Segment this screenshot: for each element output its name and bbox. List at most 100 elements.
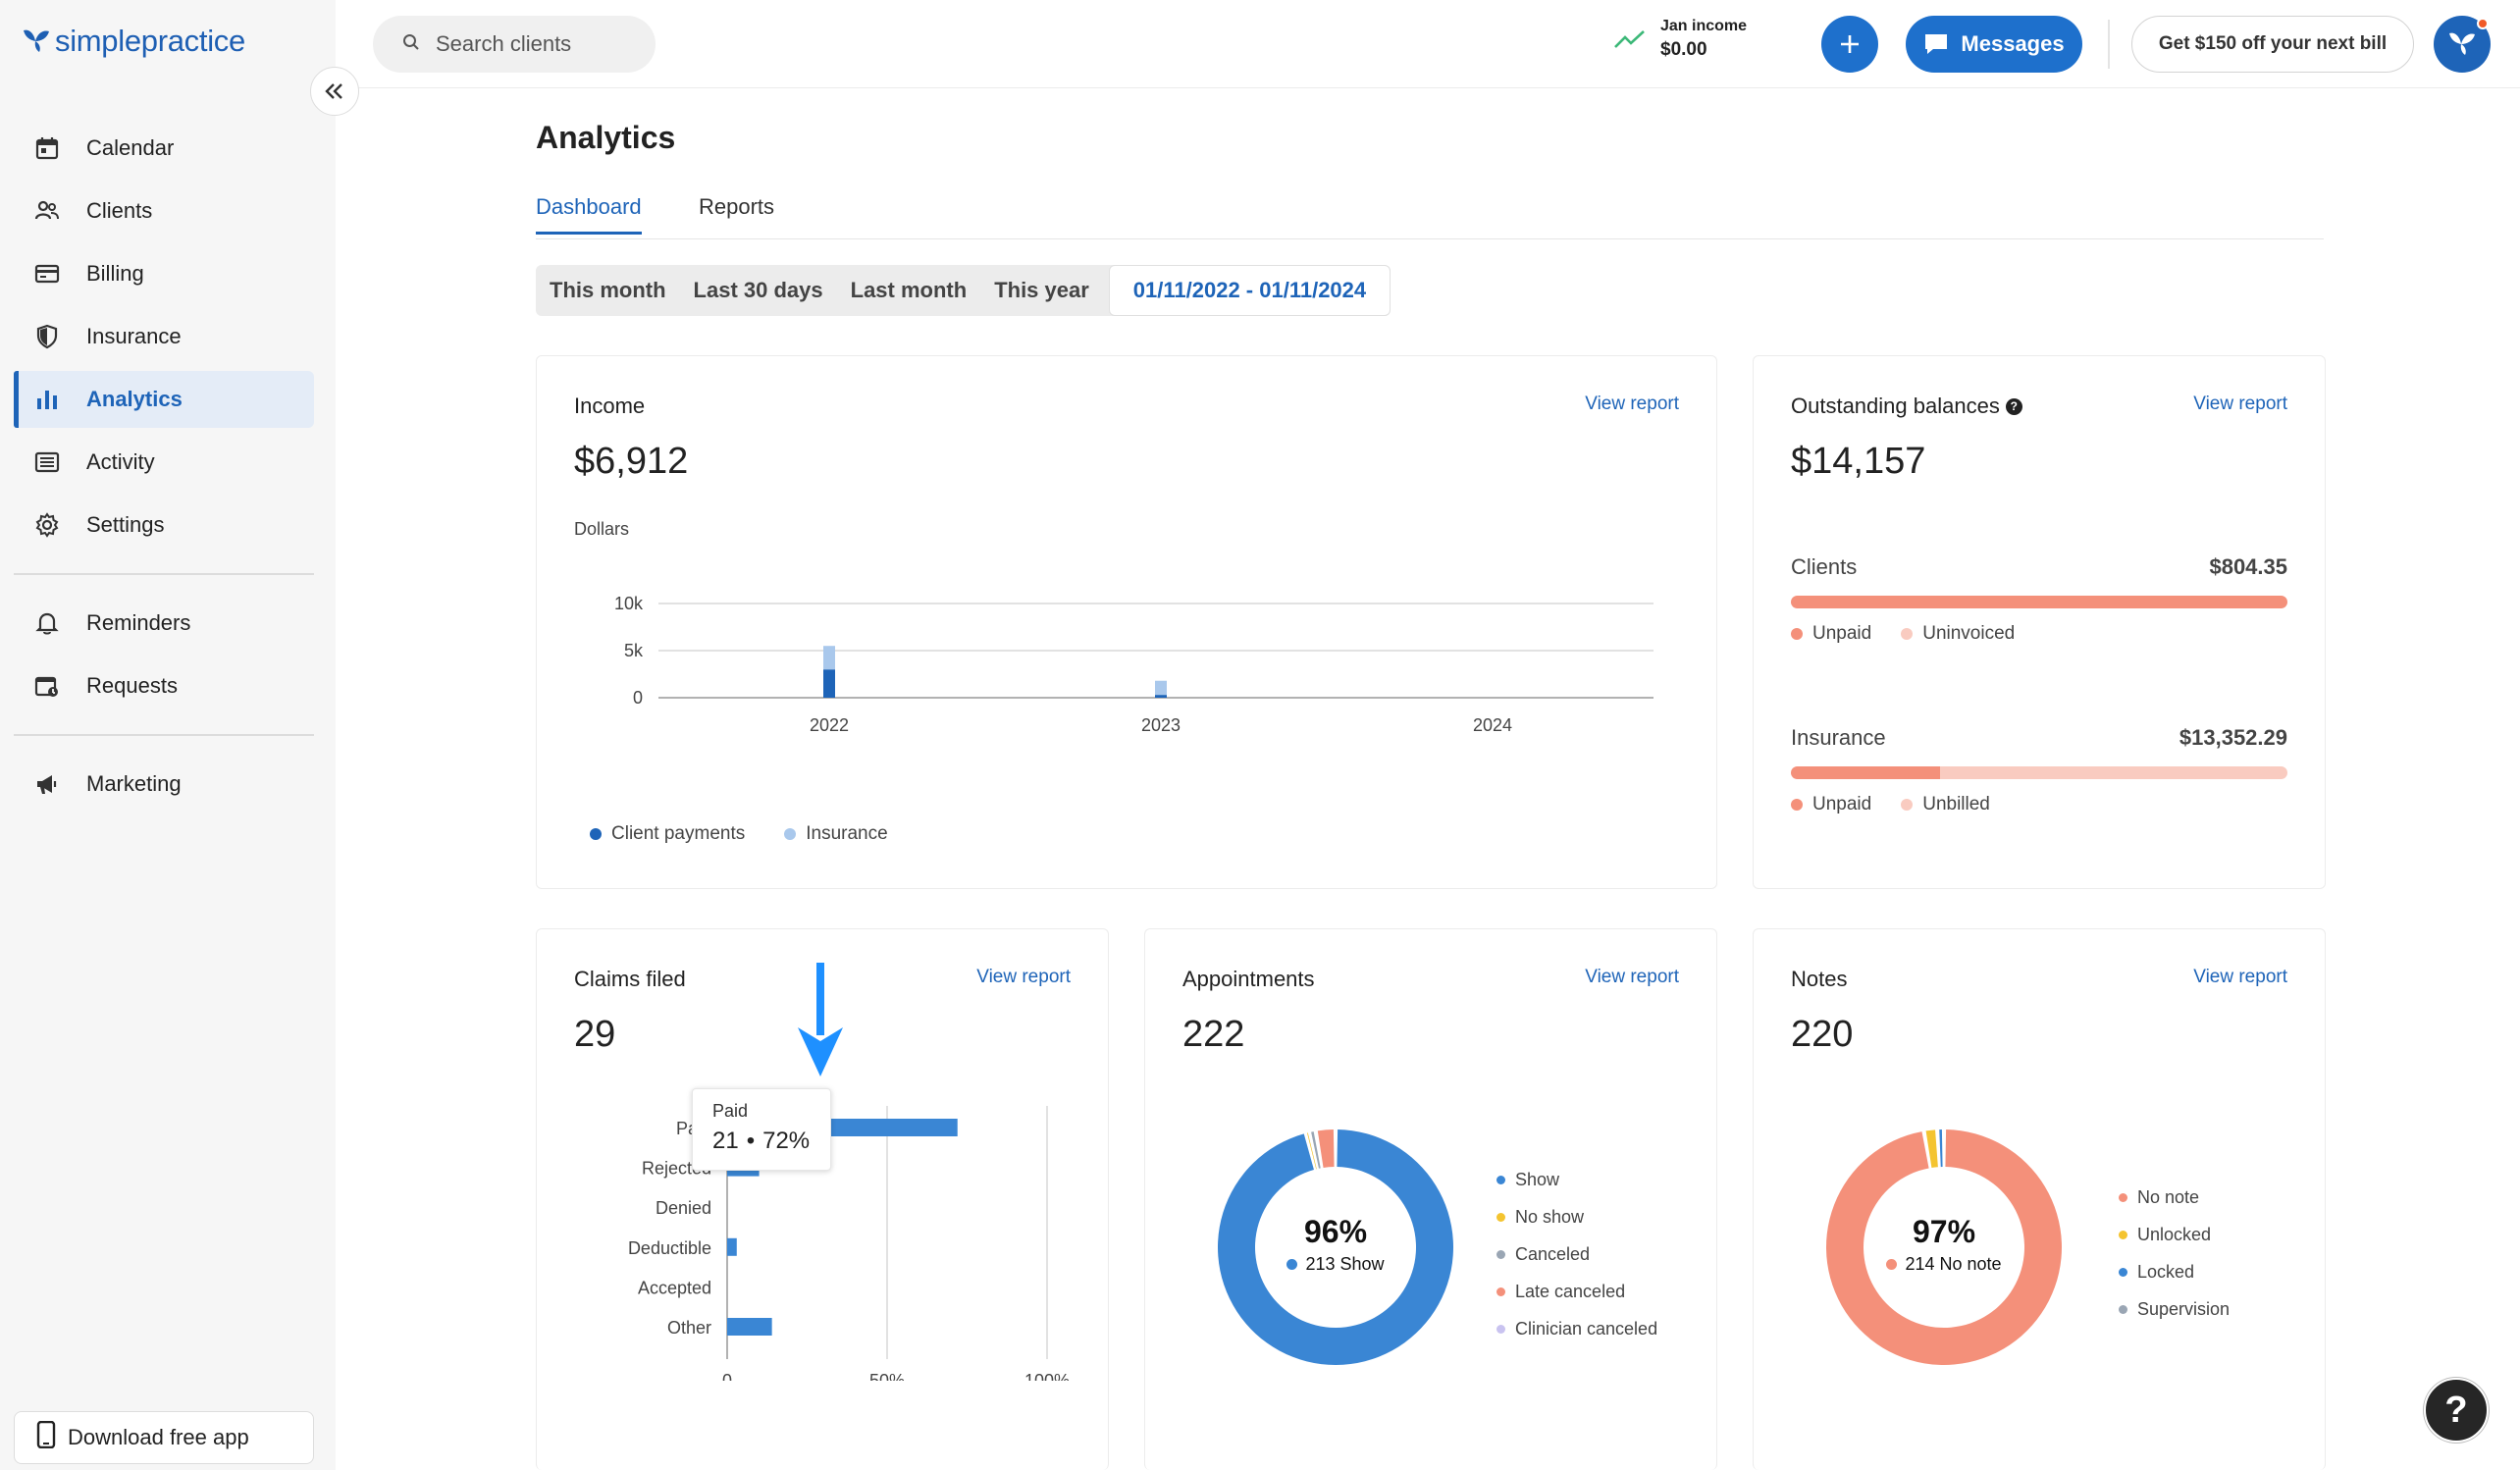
brand-logo[interactable]: simplepractice	[20, 24, 245, 59]
help-button[interactable]: ?	[2424, 1378, 2489, 1443]
x-tick-label: 50%	[869, 1371, 905, 1381]
sidebar-item-calendar[interactable]: Calendar	[14, 120, 314, 177]
income-card: Income View report $6,912 Dollars 0 5k 10k…	[536, 355, 1717, 889]
search-placeholder: Search clients	[436, 31, 572, 56]
y-tick-label: 10k	[614, 594, 644, 613]
arrow-down-icon	[798, 963, 843, 1076]
legend-dot	[1901, 628, 1914, 640]
donut-center: 97% 214 No note	[1816, 1214, 2072, 1275]
search-input[interactable]: Search clients	[373, 16, 656, 73]
income-chart: 0 5k 10k 2022 2023 2024	[614, 594, 1654, 735]
legend-item: No note	[2119, 1179, 2230, 1216]
messages-button[interactable]: Messages	[1906, 16, 2082, 73]
card-value: 222	[1182, 1014, 1245, 1055]
legend-dot	[1791, 799, 1803, 811]
sidebar-item-label: Insurance	[86, 324, 182, 348]
help-icon[interactable]: ?	[2005, 397, 2022, 415]
tab-dashboard[interactable]: Dashboard	[536, 194, 642, 235]
y-category-label: Accepted	[638, 1278, 711, 1297]
legend-dot	[1496, 1286, 1505, 1296]
sidebar-item-settings[interactable]: Settings	[14, 497, 314, 553]
bar	[727, 1237, 737, 1256]
card-title: Outstanding balances	[1791, 394, 2000, 418]
tab-reports[interactable]: Reports	[699, 194, 775, 219]
view-report-link[interactable]: View report	[1585, 967, 1679, 987]
date-option-this-month[interactable]: This month	[550, 278, 666, 302]
donut-center-percent: 96%	[1303, 1214, 1368, 1249]
legend-label: Unpaid	[1812, 623, 1872, 644]
sidebar-item-clients[interactable]: Clients	[14, 183, 314, 239]
legend-label: Unpaid	[1812, 794, 1872, 814]
appointments-legend: Show No show Canceled Late canceled Clin…	[1496, 1161, 1657, 1347]
legend-item: Late canceled	[1496, 1273, 1657, 1310]
bell-icon	[33, 609, 61, 637]
promo-button[interactable]: Get $150 off your next bill	[2131, 16, 2414, 73]
add-button[interactable]	[1821, 16, 1878, 73]
x-tick-label: 2023	[1141, 715, 1181, 735]
donut-center-label: 214 No note	[1905, 1254, 2002, 1274]
butterfly-avatar-icon	[2449, 32, 2475, 55]
avatar[interactable]	[2434, 16, 2491, 73]
view-report-link[interactable]: View report	[976, 967, 1071, 987]
sidebar-item-marketing[interactable]: Marketing	[14, 756, 314, 813]
bar-segment	[1155, 695, 1167, 698]
butterfly-logo-icon	[24, 29, 49, 52]
income-legend: Client payments Insurance	[590, 823, 888, 845]
sidebar-nav: Calendar Clients Billing Insurance Analy…	[14, 120, 314, 818]
sidebar-item-analytics[interactable]: Analytics	[14, 371, 314, 428]
x-tick-label: 2024	[1473, 715, 1512, 735]
sidebar-item-label: Analytics	[86, 387, 183, 411]
question-mark-icon: ?	[2444, 1389, 2468, 1431]
nav-divider	[14, 734, 314, 736]
sidebar-item-activity[interactable]: Activity	[14, 434, 314, 491]
insurance-balance-bar	[1791, 766, 2287, 779]
legend-dot	[1496, 1324, 1505, 1334]
x-tick-label: 100%	[1024, 1371, 1070, 1381]
donut-slice	[1218, 1129, 1453, 1365]
date-range-selected[interactable]: 01/11/2022 - 01/11/2024	[1108, 265, 1391, 316]
legend-dot	[784, 828, 797, 840]
legend-item: Unlocked	[2119, 1216, 2230, 1253]
sidebar-item-reminders[interactable]: Reminders	[14, 595, 314, 652]
clients-balance-value: $804.35	[2209, 554, 2287, 579]
view-report-link[interactable]: View report	[1585, 394, 1679, 414]
donut-slice	[1311, 1131, 1321, 1169]
view-report-link[interactable]: View report	[2193, 394, 2287, 414]
requests-icon	[33, 672, 61, 700]
download-app-label: Download free app	[68, 1425, 249, 1449]
date-option-this-year[interactable]: This year	[994, 278, 1089, 302]
search-icon	[402, 31, 420, 57]
card-title: Notes	[1791, 967, 1848, 991]
bar-segment	[1155, 680, 1167, 696]
donut-slice	[1307, 1132, 1317, 1170]
legend-dot	[1886, 1259, 1898, 1270]
donut-center-percent: 97%	[1912, 1214, 1976, 1249]
y-tick-label: 5k	[624, 641, 644, 660]
legend-dot	[2119, 1267, 2127, 1277]
sidebar-item-requests[interactable]: Requests	[14, 657, 314, 714]
sidebar-item-label: Activity	[86, 449, 155, 474]
y-axis-label: Dollars	[574, 519, 630, 539]
legend-label: Canceled	[1515, 1243, 1591, 1264]
sidebar-item-billing[interactable]: Billing	[14, 245, 314, 302]
income-summary[interactable]: Jan income $0.00	[1613, 18, 1747, 61]
legend-label: No note	[2137, 1186, 2200, 1207]
sidebar: simplepractice Calendar Clients Billing …	[0, 0, 336, 1470]
bar	[727, 1318, 772, 1336]
donut-slice	[1317, 1129, 1335, 1168]
date-range-filter: This month Last 30 days Last month This …	[536, 265, 1391, 316]
donut-center-caption: 213 Show	[1208, 1254, 1463, 1275]
collapse-sidebar-button[interactable]	[310, 67, 359, 116]
view-report-link[interactable]: View report	[2193, 967, 2287, 987]
legend-dot	[2119, 1304, 2127, 1314]
page-title: Analytics	[536, 120, 676, 155]
date-option-last-month[interactable]: Last month	[850, 278, 968, 302]
download-app-button[interactable]: Download free app	[14, 1411, 314, 1464]
card-value: 29	[574, 1014, 616, 1055]
y-tick-label: 0	[633, 688, 643, 708]
gear-icon	[33, 511, 61, 539]
sidebar-item-insurance[interactable]: Insurance	[14, 308, 314, 365]
date-option-last-30-days[interactable]: Last 30 days	[693, 278, 823, 302]
sidebar-item-label: Clients	[86, 198, 153, 223]
y-category-label: Deductible	[628, 1238, 711, 1258]
